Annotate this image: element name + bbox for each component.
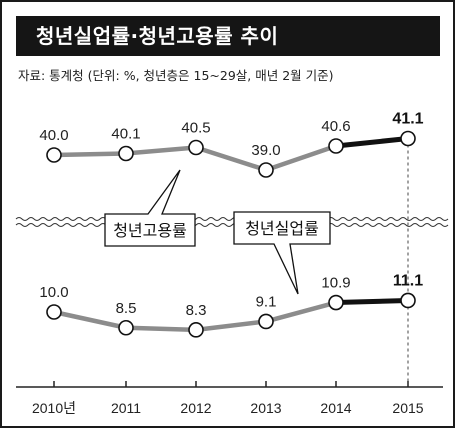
axis-break-line <box>15 223 449 227</box>
employment-data-label: 40.1 <box>111 126 140 143</box>
employment-line-segment <box>263 143 339 173</box>
unemployment-data-label: 10.0 <box>39 284 68 301</box>
unemployment-data-label: 10.9 <box>321 275 350 292</box>
employment-data-label: 40.6 <box>321 118 350 135</box>
employment-point <box>188 139 204 156</box>
x-tick-label: 2012 <box>180 400 211 416</box>
x-tick-label: 2010년 <box>32 400 76 416</box>
unemployment-point <box>258 313 274 330</box>
employment-callout: 청년고용률 <box>104 169 196 247</box>
unemployment-data-label: 8.5 <box>116 300 137 317</box>
employment-data-label: 41.1 <box>392 111 423 128</box>
employment-line-segment <box>123 145 199 156</box>
unemployment-data-label: 9.1 <box>256 293 277 310</box>
employment-point <box>328 138 344 154</box>
employment-data-label: 39.0 <box>251 142 280 159</box>
employment-line-segment <box>333 136 411 149</box>
x-tick-label: 2011 <box>111 400 141 416</box>
employment-point <box>46 147 62 163</box>
unemployment-point <box>188 322 204 338</box>
axis-break-line <box>15 217 449 221</box>
unemployment-callout-box <box>233 211 331 295</box>
unemployment-line-segment <box>51 309 129 330</box>
unemployment-callout-label: 청년실업률 <box>245 219 319 238</box>
unemployment-callout: 청년실업률 <box>233 211 331 295</box>
unemployment-data-label: 11.1 <box>393 272 423 289</box>
x-tick-label: 2015 <box>392 400 423 416</box>
employment-line-segment <box>51 151 129 158</box>
unemployment-point <box>118 319 134 336</box>
unemployment-line-segment <box>193 319 269 333</box>
employment-callout-box <box>104 169 196 247</box>
employment-point <box>118 145 134 162</box>
unemployment-point <box>400 292 416 309</box>
employment-data-label: 40.0 <box>39 127 68 144</box>
employment-callout-label: 청년고용률 <box>113 221 187 240</box>
chart-title: 청년실업률·청년고용률 추이 <box>16 16 440 56</box>
x-tick-label: 2013 <box>250 400 281 416</box>
unemployment-line-segment <box>123 325 199 333</box>
unemployment-point <box>46 304 62 320</box>
source-note: 자료: 통계청 (단위: %, 청년층은 15~29살, 매년 2월 기준) <box>18 68 334 83</box>
unemployment-point <box>328 294 344 311</box>
unemployment-line-segment <box>263 300 339 324</box>
x-tick-label: 2014 <box>320 400 351 416</box>
unemployment-line-segment <box>333 297 411 306</box>
employment-point <box>400 130 416 147</box>
employment-data-label: 40.5 <box>181 120 210 137</box>
employment-line-segment <box>193 145 269 173</box>
unemployment-data-label: 8.3 <box>186 302 207 319</box>
employment-point <box>258 162 274 178</box>
